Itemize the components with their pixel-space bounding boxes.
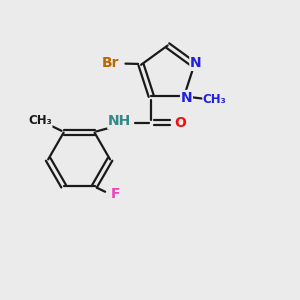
Text: CH₃: CH₃ <box>28 114 52 127</box>
Text: NH: NH <box>108 114 131 128</box>
Text: O: O <box>175 116 187 130</box>
Text: CH₃: CH₃ <box>203 92 226 106</box>
Text: N: N <box>190 56 202 70</box>
Text: F: F <box>110 187 120 200</box>
Text: N: N <box>181 91 192 104</box>
Text: Br: Br <box>102 56 119 70</box>
